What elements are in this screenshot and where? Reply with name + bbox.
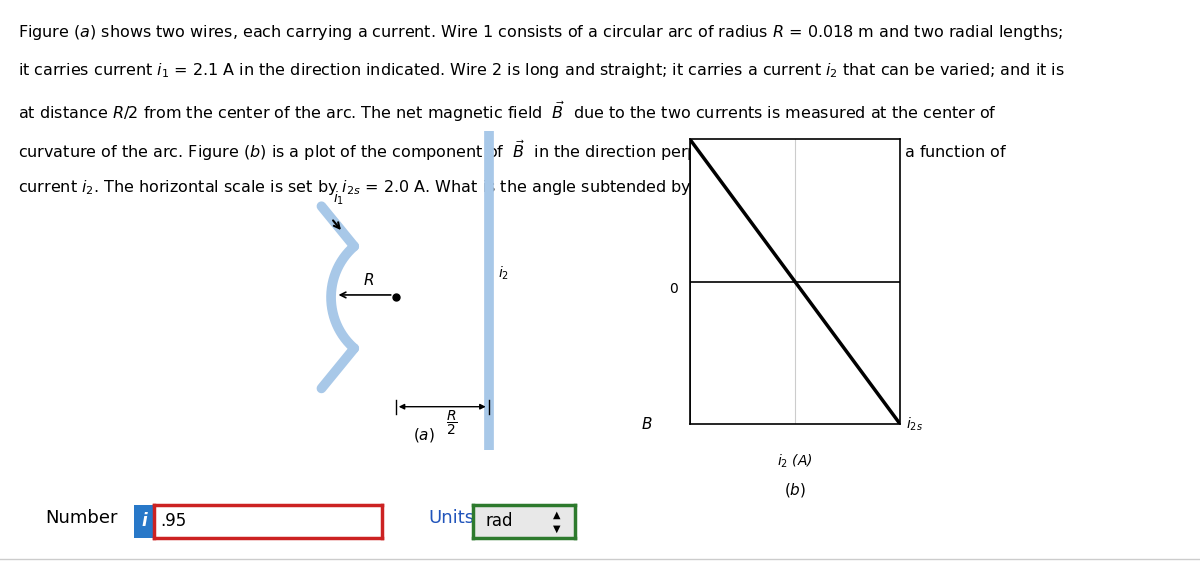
Text: 0: 0 xyxy=(668,282,677,296)
Text: $R$: $R$ xyxy=(362,272,373,288)
Text: $B$: $B$ xyxy=(641,416,653,432)
Text: current $i_2$. The horizontal scale is set by $i_{2s}$ = 2.0 A. What is the angl: current $i_2$. The horizontal scale is s… xyxy=(18,178,761,196)
Text: $(b)$: $(b)$ xyxy=(784,481,806,499)
Text: $i_2$: $i_2$ xyxy=(498,265,509,282)
Text: i: i xyxy=(142,512,146,530)
Text: ▲: ▲ xyxy=(553,510,560,520)
Text: $\dfrac{R}{2}$: $\dfrac{R}{2}$ xyxy=(445,409,457,438)
Text: at distance $R$/2 from the center of the arc. The net magnetic field  $\vec{B}$ : at distance $R$/2 from the center of the… xyxy=(18,100,997,125)
Text: curvature of the arc. Figure $(b)$ is a plot of the component of  $\vec{B}$  in : curvature of the arc. Figure $(b)$ is a … xyxy=(18,139,1007,163)
Text: it carries current $i_1$ = 2.1 A in the direction indicated. Wire 2 is long and : it carries current $i_1$ = 2.1 A in the … xyxy=(18,61,1064,80)
Text: $i_{2s}$: $i_{2s}$ xyxy=(906,415,923,432)
Text: ▼: ▼ xyxy=(553,523,560,534)
Text: $(a)$: $(a)$ xyxy=(413,426,434,444)
Text: $i_2$ (A): $i_2$ (A) xyxy=(778,452,812,470)
Text: Figure $(a)$ shows two wires, each carrying a current. Wire 1 consists of a circ: Figure $(a)$ shows two wires, each carry… xyxy=(18,23,1063,42)
Text: $i_1$: $i_1$ xyxy=(334,190,344,208)
Text: Number: Number xyxy=(46,509,118,527)
Text: Units: Units xyxy=(428,509,474,527)
Text: rad: rad xyxy=(485,512,512,530)
Text: .95: .95 xyxy=(161,512,187,530)
